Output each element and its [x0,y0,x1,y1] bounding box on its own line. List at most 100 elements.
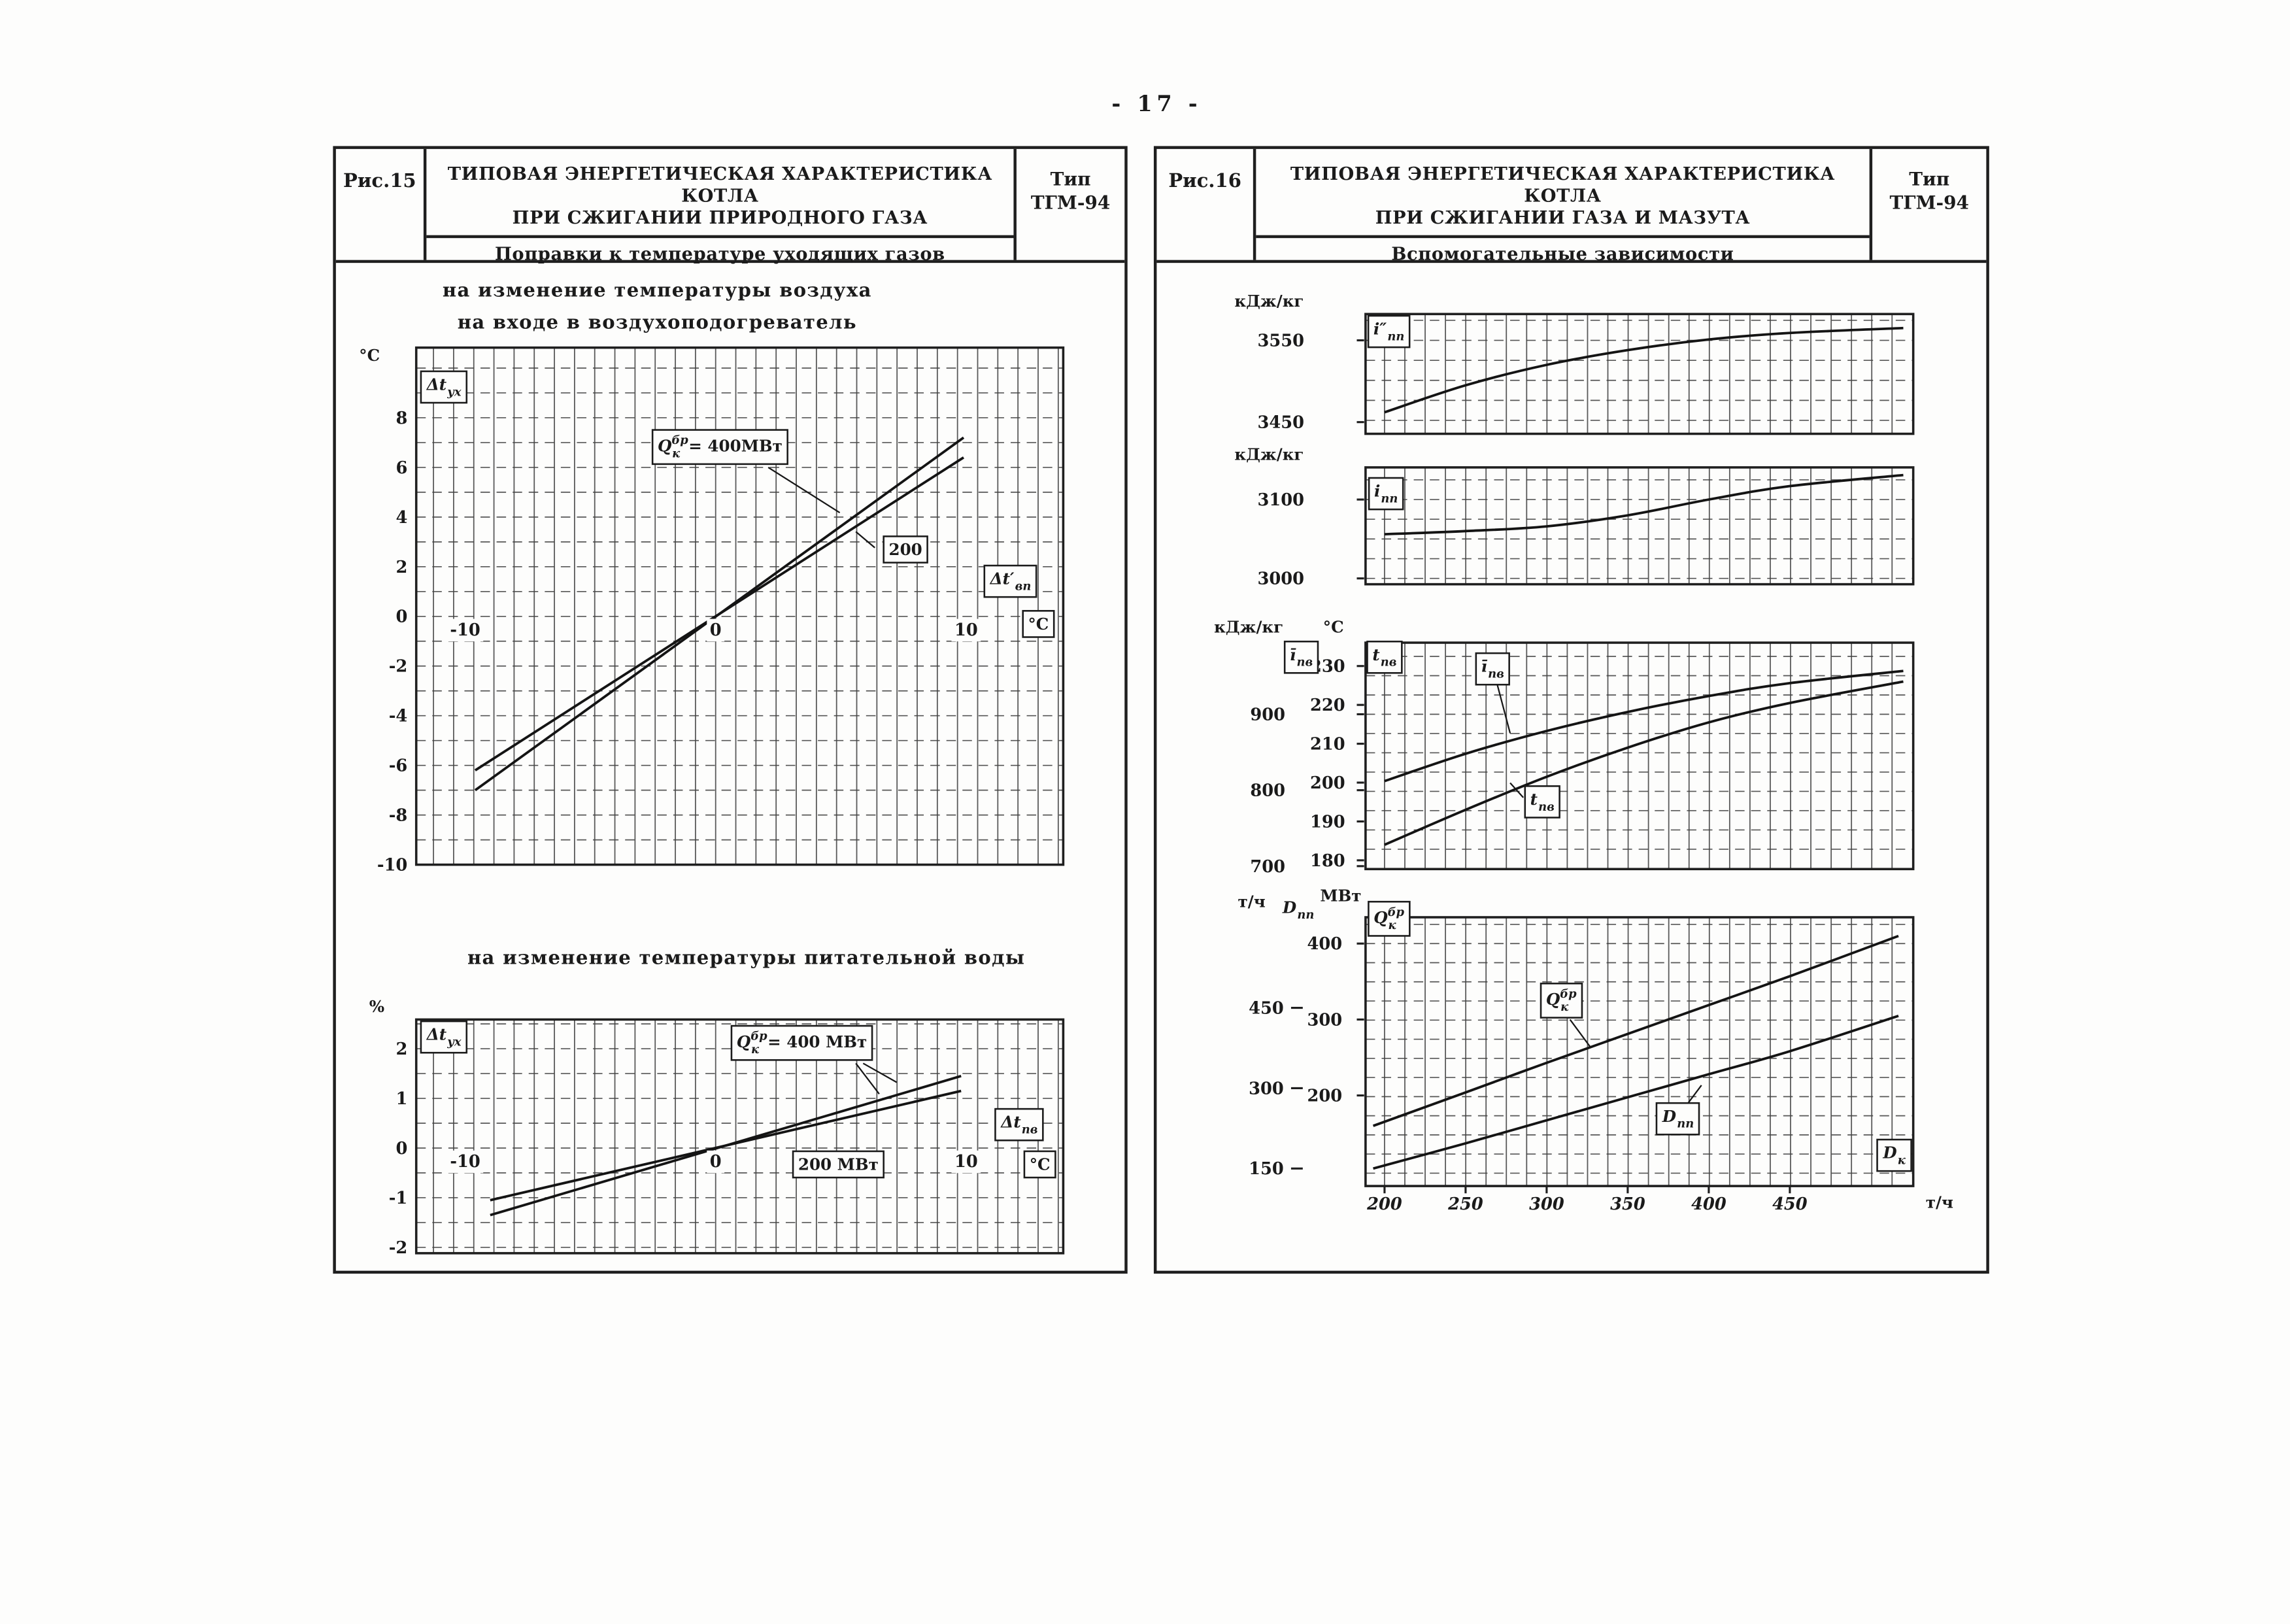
figure-15: Рис.15 ТИПОВАЯ ЭНЕРГЕТИЧЕСКАЯ ХАРАКТЕРИС… [333,146,1128,1274]
svg-text:10: 10 [954,620,978,640]
svg-text:Dпп: Dпп [1662,1107,1694,1131]
svg-text:°C: °C [1030,1155,1051,1174]
figure-16-title-separator [1256,235,1870,239]
svg-text:°C: °C [1028,615,1049,634]
svg-text:10: 10 [954,1152,978,1172]
svg-text:-2: -2 [389,657,408,677]
svg-text:3550: 3550 [1258,331,1304,350]
svg-text:0: 0 [710,1152,722,1172]
svg-text:200: 200 [1310,773,1345,793]
figure-16-type-value: ТГМ-94 [1889,191,1969,214]
svg-text:200: 200 [1366,1194,1402,1214]
svg-text:-10: -10 [450,1152,480,1172]
svg-text:250: 250 [1447,1194,1483,1214]
svg-text:Δtух: Δtух [426,1025,462,1049]
figure-15-label: Рис.15 [336,148,427,260]
svg-text:150: 150 [1249,1159,1284,1179]
svg-text:т/ч: т/ч [1238,892,1266,911]
svg-text:210: 210 [1310,735,1345,754]
svg-text:4: 4 [396,508,407,528]
svg-text:0: 0 [396,1139,407,1159]
figure-16-header: Рис.16 ТИПОВАЯ ЭНЕРГЕТИЧЕСКАЯ ХАРАКТЕРИС… [1156,148,1987,264]
svg-text:2: 2 [396,1040,407,1059]
figure-15-type-label: Тип [1050,167,1091,190]
svg-text:350: 350 [1610,1194,1645,1214]
svg-text:Δtух: Δtух [426,375,462,399]
svg-text:400: 400 [1691,1194,1726,1214]
svg-text:-1: -1 [389,1189,408,1208]
figure-15-title-line2: ПРИ СЖИГАНИИ ПРИРОДНОГО ГАЗА [512,207,928,228]
figure-16-subtitle: Вспомогательные зависимости [1391,244,1734,265]
svg-text:°C: °C [1323,617,1344,636]
svg-text:МВт: МВт [1320,886,1361,905]
fig16-d-chart: 400 300 200 450 300 150 200 250 300 350 400 450 т/ч D… [1238,886,1953,1213]
svg-text:tпв: tпв [1372,645,1396,669]
fig16-b-chart: 3100 3000 кДж/кг iпп [1234,445,1915,589]
figure-16-title-block: ТИПОВАЯ ЭНЕРГЕТИЧЕСКАЯ ХАРАКТЕРИСТИКА КО… [1256,149,1870,264]
figure-16-type-block: Тип ТГМ-94 [1869,148,1987,260]
svg-text:-2: -2 [389,1238,408,1258]
svg-text:180: 180 [1310,851,1345,871]
fig15-air-chart-title-line1: на изменение температуры воздуха [442,280,872,303]
figure-15-header: Рис.15 ТИПОВАЯ ЭНЕРГЕТИЧЕСКАЯ ХАРАКТЕРИС… [335,148,1125,264]
svg-text:кДж/кг: кДж/кг [1234,292,1304,311]
figure-15-title-separator [426,235,1014,239]
svg-text:200 МВт: 200 МВт [798,1155,879,1174]
svg-text:800: 800 [1250,781,1285,801]
svg-text:i″пп: i″пп [1373,320,1404,344]
svg-text:220: 220 [1310,696,1345,715]
svg-text:300: 300 [1249,1079,1284,1098]
svg-text:8: 8 [396,409,407,428]
svg-text:3450: 3450 [1258,413,1304,433]
svg-text:3000: 3000 [1258,569,1304,589]
fig15-air-chart-title-line2: на входе в воздухоподогреватель [457,313,857,335]
svg-text:190: 190 [1310,812,1345,832]
svg-text:т/ч: т/ч [1926,1193,1953,1212]
svg-text:2: 2 [396,558,407,577]
svg-text:900: 900 [1250,705,1285,724]
figure-15-type-block: Тип ТГМ-94 [1013,148,1124,260]
figure-16-title-line1: ТИПОВАЯ ЭНЕРГЕТИЧЕСКАЯ ХАРАКТЕРИСТИКА КО… [1290,163,1836,207]
figure-15-title-line1: ТИПОВАЯ ЭНЕРГЕТИЧЕСКАЯ ХАРАКТЕРИСТИКА КО… [447,163,993,207]
svg-text:%: % [369,997,384,1016]
figure-16: Рис.16 ТИПОВАЯ ЭНЕРГЕТИЧЕСКАЯ ХАРАКТЕРИС… [1153,146,1989,1274]
figure-15-type-value: ТГМ-94 [1030,191,1111,214]
svg-text:200: 200 [1307,1087,1343,1106]
svg-text:3100: 3100 [1258,490,1304,510]
figure-16-title-line2: ПРИ СЖИГАНИИ ГАЗА И МАЗУТА [1375,207,1751,228]
svg-text:0: 0 [396,607,407,627]
fig15-feedwater-chart-title: на изменение температуры питательной вод… [467,947,1026,970]
svg-text:Δtпв: Δtпв [1000,1113,1037,1137]
fig15-top-chart: 8 6 4 2 0 -2 -4 -6 -8 -10 -10 0 10 °C Δtух Qбр к = 400МВ… [359,346,1065,875]
svg-text:°C: °C [359,346,380,365]
svg-text:400: 400 [1307,934,1343,954]
fig16-a-chart: 3550 3450 кДж/кг i″пп [1234,292,1915,435]
svg-text:кДж/кг: кДж/кг [1214,617,1283,636]
svg-text:300: 300 [1307,1010,1343,1030]
page-number: - 17 - [1111,90,1202,117]
svg-text:Δt′вп: Δt′вп [990,569,1032,594]
svg-text:īпв: īпв [1290,645,1313,669]
figure-16-label: Рис.16 [1156,148,1256,260]
svg-text:6: 6 [396,458,407,478]
svg-text:450: 450 [1772,1194,1808,1214]
figure-15-title-block: ТИПОВАЯ ЭНЕРГЕТИЧЕСКАЯ ХАРАКТЕРИСТИКА КО… [426,149,1014,264]
svg-text:1: 1 [396,1089,407,1109]
svg-text:200: 200 [889,540,922,559]
svg-text:Dпп: Dпп [1282,898,1314,922]
svg-text:iпп: iпп [1374,482,1398,506]
svg-text:-10: -10 [450,620,480,640]
svg-text:450: 450 [1249,998,1284,1018]
svg-text:700: 700 [1250,857,1285,877]
svg-text:Dк: Dк [1882,1143,1906,1168]
svg-text:tпв: tпв [1530,790,1555,814]
svg-text:-6: -6 [389,756,408,776]
